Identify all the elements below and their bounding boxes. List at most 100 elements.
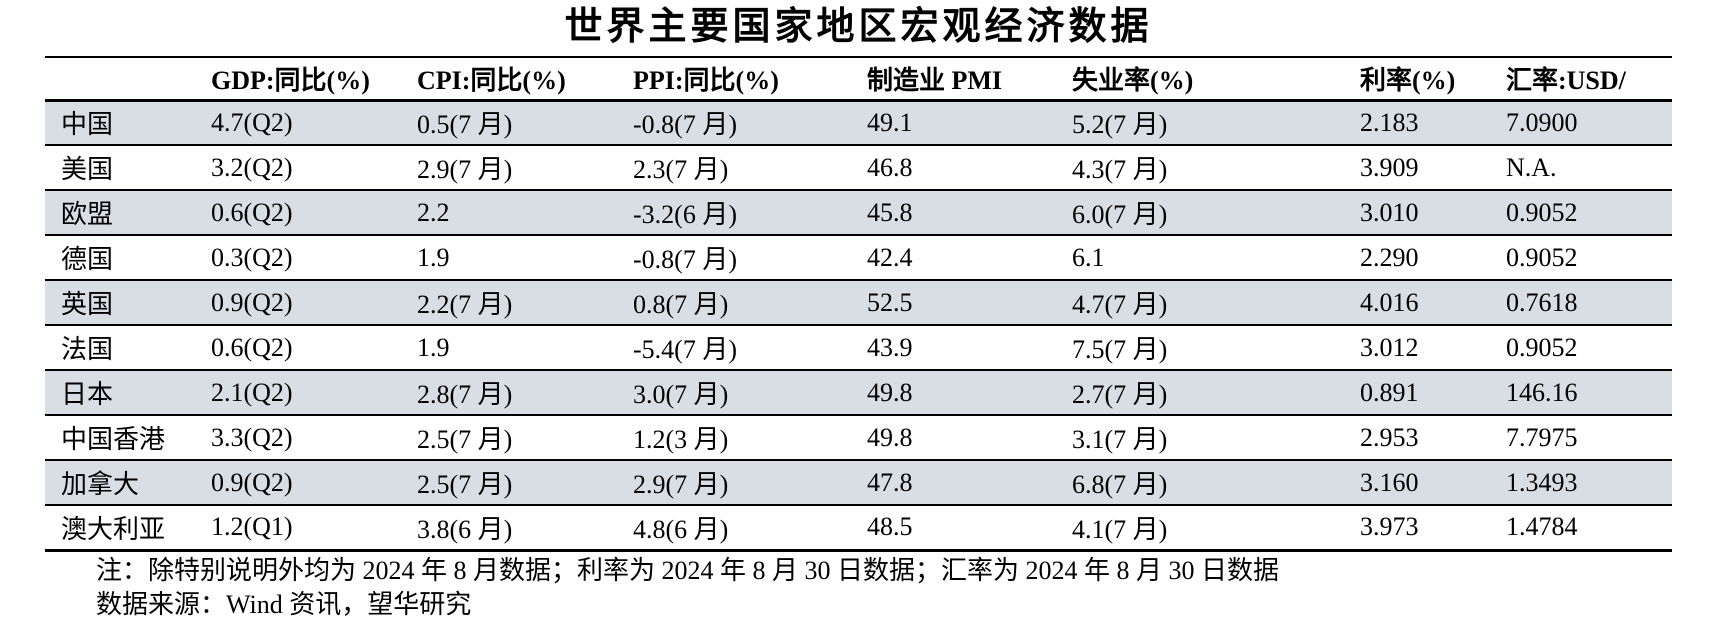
cell-fx_rate: 1.3493 — [1506, 467, 1578, 497]
table-row-中国: 中国 4.7(Q2) 0.5(7 月) -0.8(7 月) 49.1 5.2(7 月) 2.… — [45, 100, 1672, 145]
cell-fx_rate: 0.9052 — [1506, 332, 1578, 362]
cell-unemployment: 5.2(7 月) — [1072, 110, 1168, 140]
cell-unemployment: 6.8(7 月) — [1072, 470, 1168, 499]
cell-pmi: 49.8 — [867, 377, 913, 407]
column-header-interest_rate: 利率(%) — [1360, 65, 1456, 95]
cell-gdp: 3.2(Q2) — [211, 152, 293, 182]
cell-interest_rate: 3.012 — [1360, 332, 1419, 362]
cell-pmi: 43.9 — [867, 332, 913, 362]
cell-cpi: 0.5(7 月) — [417, 110, 513, 140]
cell-ppi: 2.3(7 月) — [633, 155, 729, 184]
cell-interest_rate: 3.160 — [1360, 467, 1419, 497]
column-header-region — [45, 57, 195, 100]
cell-fx_rate: 0.9052 — [1506, 242, 1578, 272]
table-row-德国: 德国 0.3(Q2) 1.9 -0.8(7 月) 42.4 6.1 2.290 0.9052 — [45, 235, 1672, 280]
cell-unemployment: 3.1(7 月) — [1072, 425, 1168, 454]
cell-gdp: 1.2(Q1) — [211, 512, 293, 542]
cell-interest_rate: 4.016 — [1360, 287, 1419, 317]
macro-data-table: GDP:同比(%) CPI:同比(%) PPI:同比(%) 制造业 PMI 失业率(%)… — [45, 56, 1672, 552]
cell-gdp: 0.6(Q2) — [211, 332, 293, 362]
cell-gdp: 0.3(Q2) — [211, 242, 293, 272]
cell-region: 法国 — [61, 335, 114, 364]
cell-region: 美国 — [61, 155, 114, 184]
cell-interest_rate: 3.010 — [1360, 197, 1419, 227]
table-row-中国香港: 中国香港 3.3(Q2) 2.5(7 月) 1.2(3 月) 49.8 3.1(7 月) 2… — [45, 415, 1672, 460]
column-header-pmi: 制造业 PMI — [867, 65, 1003, 95]
table-row-澳大利亚: 澳大利亚 1.2(Q1) 3.8(6 月) 4.8(6 月) 48.5 4.1(7 月) 3… — [45, 505, 1672, 550]
cell-interest_rate: 0.891 — [1360, 377, 1419, 407]
cell-gdp: 0.6(Q2) — [211, 197, 293, 227]
data-source-note: 数据来源：Wind 资讯，望华研究 — [96, 590, 472, 619]
cell-unemployment: 4.1(7 月) — [1072, 514, 1168, 544]
cell-interest_rate: 3.909 — [1360, 152, 1419, 182]
table-row-美国: 美国 3.2(Q2) 2.9(7 月) 2.3(7 月) 46.8 4.3(7 月) 3.9… — [45, 145, 1672, 190]
table-row-加拿大: 加拿大 0.9(Q2) 2.5(7 月) 2.9(7 月) 47.8 6.8(7 月) 3.… — [45, 460, 1672, 505]
table-title: 世界主要国家地区宏观经济数据 — [564, 6, 1153, 48]
cell-fx_rate: N.A. — [1506, 152, 1557, 182]
cell-interest_rate: 2.183 — [1360, 107, 1419, 137]
table-header-row: GDP:同比(%) CPI:同比(%) PPI:同比(%) 制造业 PMI 失业率(%)… — [45, 57, 1672, 100]
table-footnotes: 注：除特别说明外均为 2024 年 8 月数据；利率为 2024 年 8 月 3… — [96, 554, 1279, 622]
cell-interest_rate: 2.953 — [1360, 422, 1419, 452]
table-note: 注：除特别说明外均为 2024 年 8 月数据；利率为 2024 年 8 月 3… — [96, 556, 1280, 585]
cell-gdp: 2.1(Q2) — [211, 377, 293, 407]
cell-unemployment: 6.0(7 月) — [1072, 200, 1168, 229]
cell-fx_rate: 7.7975 — [1506, 422, 1578, 452]
cell-fx_rate: 0.7618 — [1506, 287, 1578, 317]
cell-ppi: 3.0(7 月) — [633, 380, 729, 409]
cell-cpi: 3.8(6 月) — [417, 514, 513, 544]
cell-interest_rate: 2.290 — [1360, 242, 1419, 272]
cell-pmi: 52.5 — [867, 287, 913, 317]
cell-region: 中国香港 — [61, 425, 166, 454]
cell-interest_rate: 3.973 — [1360, 512, 1419, 542]
cell-pmi: 49.8 — [867, 422, 913, 452]
cell-unemployment: 4.3(7 月) — [1072, 155, 1168, 184]
cell-cpi: 2.9(7 月) — [417, 155, 513, 184]
cell-gdp: 0.9(Q2) — [211, 287, 293, 317]
table-row-法国: 法国 0.6(Q2) 1.9 -5.4(7 月) 43.9 7.5(7 月) 3.012 0.… — [45, 325, 1672, 370]
cell-pmi: 48.5 — [867, 512, 913, 542]
cell-gdp: 3.3(Q2) — [211, 422, 293, 452]
cell-ppi: 4.8(6 月) — [633, 514, 729, 544]
column-header-gdp: GDP:同比(%) — [211, 65, 370, 95]
table-row-欧盟: 欧盟 0.6(Q2) 2.2 -3.2(6 月) 45.8 6.0(7 月) 3.010 0.… — [45, 190, 1672, 235]
cell-ppi: -3.2(6 月) — [633, 200, 737, 229]
cell-pmi: 49.1 — [867, 107, 913, 137]
cell-region: 日本 — [61, 380, 114, 409]
cell-ppi: 2.9(7 月) — [633, 470, 729, 499]
cell-unemployment: 7.5(7 月) — [1072, 335, 1168, 364]
cell-unemployment: 2.7(7 月) — [1072, 380, 1168, 409]
cell-cpi: 2.8(7 月) — [417, 380, 513, 409]
cell-region: 英国 — [61, 290, 114, 319]
column-header-unemployment: 失业率(%) — [1072, 65, 1194, 95]
column-header-ppi: PPI:同比(%) — [633, 65, 779, 95]
cell-ppi: 0.8(7 月) — [633, 290, 729, 319]
cell-unemployment: 6.1 — [1072, 242, 1105, 272]
cell-region: 澳大利亚 — [61, 514, 166, 544]
cell-pmi: 47.8 — [867, 467, 913, 497]
cell-region: 欧盟 — [61, 200, 114, 229]
cell-gdp: 4.7(Q2) — [211, 107, 293, 137]
cell-cpi: 2.5(7 月) — [417, 425, 513, 454]
cell-gdp: 0.9(Q2) — [211, 467, 293, 497]
cell-region: 中国 — [61, 110, 114, 140]
cell-pmi: 45.8 — [867, 197, 913, 227]
cell-cpi: 2.5(7 月) — [417, 470, 513, 499]
cell-ppi: -5.4(7 月) — [633, 335, 737, 364]
cell-region: 加拿大 — [61, 470, 140, 499]
cell-fx_rate: 0.9052 — [1506, 197, 1578, 227]
cell-fx_rate: 146.16 — [1506, 377, 1578, 407]
cell-cpi: 1.9 — [417, 332, 450, 362]
cell-ppi: -0.8(7 月) — [633, 110, 737, 140]
cell-pmi: 46.8 — [867, 152, 913, 182]
cell-cpi: 2.2 — [417, 197, 450, 227]
cell-ppi: -0.8(7 月) — [633, 245, 737, 274]
column-header-fx_rate: 汇率:USD/ — [1506, 65, 1626, 95]
cell-unemployment: 4.7(7 月) — [1072, 290, 1168, 319]
column-header-cpi: CPI:同比(%) — [417, 65, 566, 95]
table-row-日本: 日本 2.1(Q2) 2.8(7 月) 3.0(7 月) 49.8 2.7(7 月) 0.8… — [45, 370, 1672, 415]
cell-cpi: 1.9 — [417, 242, 450, 272]
cell-ppi: 1.2(3 月) — [633, 425, 729, 454]
table-row-英国: 英国 0.9(Q2) 2.2(7 月) 0.8(7 月) 52.5 4.7(7 月) 4.0… — [45, 280, 1672, 325]
